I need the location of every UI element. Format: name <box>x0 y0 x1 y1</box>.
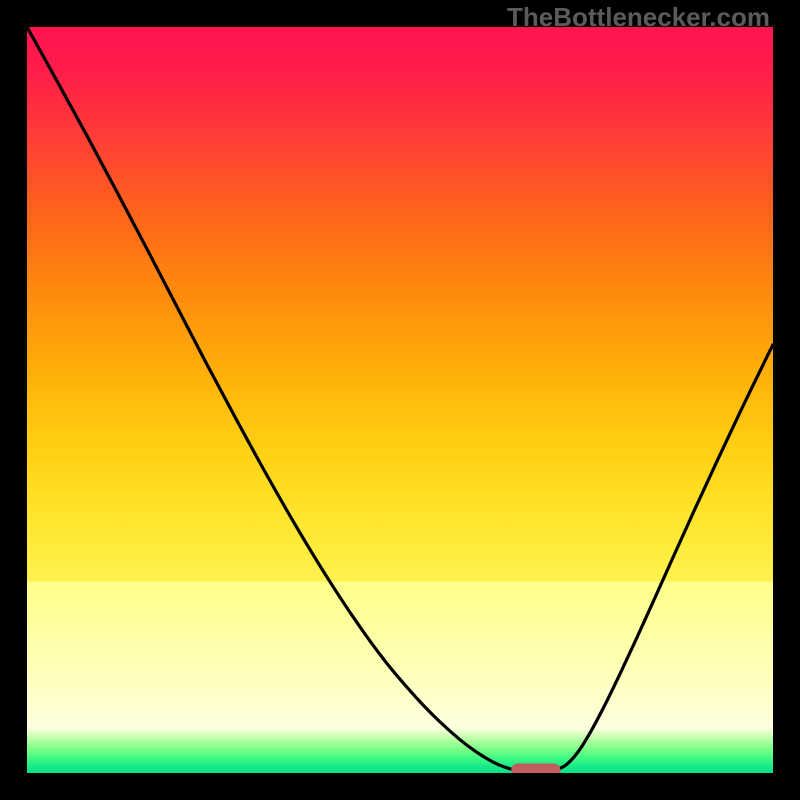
chart-svg <box>27 27 773 773</box>
plot-area <box>27 27 773 773</box>
watermark-text: TheBottlenecker.com <box>507 2 770 33</box>
gradient-background <box>27 27 773 773</box>
chart-frame: TheBottlenecker.com <box>0 0 800 800</box>
optimal-marker <box>511 764 560 773</box>
